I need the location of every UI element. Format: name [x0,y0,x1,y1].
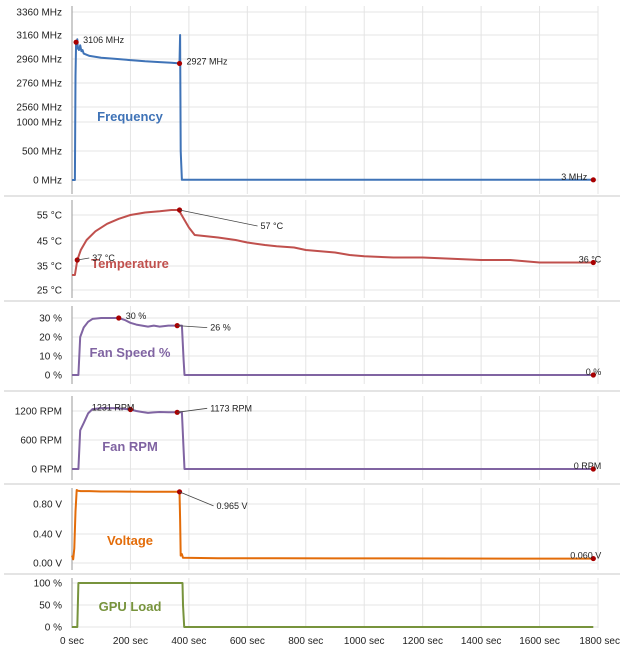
panel-gpu-load: 100 % 50 % 0 % GPU Load [34,578,599,634]
y-tick-label: 600 RPM [20,436,62,447]
annotation-leader [179,209,258,227]
y-tick-label: 30 % [39,314,62,325]
y-tick-label: 1000 MHz [16,118,62,129]
x-tick-label: 800 sec [288,636,323,647]
panel-title: Fan RPM [102,439,158,454]
x-tick-label: 600 sec [230,636,265,647]
series-line [72,34,594,181]
y-tick-label: 25 °C [37,286,62,297]
annotation-label: 1231 RPM [92,403,135,413]
y-tick-label: 20 % [39,333,62,344]
y-tick-label: 0 % [45,623,62,634]
annotation-label: 1173 RPM [210,403,252,413]
x-tick-label: 200 sec [113,636,148,647]
panel-title: Voltage [107,533,153,548]
x-tick-label: 1400 sec [461,636,502,647]
annotation-label: 57 °C [261,221,284,231]
x-tick-label: 1600 sec [519,636,560,647]
annotation-label: 0.060 V [570,551,601,561]
annotation-leader [77,257,90,261]
annotation-leader [177,407,208,413]
annotation-marker [590,372,596,378]
y-tick-label: 35 °C [37,262,62,273]
x-tick-label: 0 sec [60,636,84,647]
annotation-marker [73,39,79,45]
annotation-leader [177,325,208,328]
annotation-label: 0 RPM [574,461,602,471]
panel-title: Frequency [97,109,164,124]
annotation-label: 2927 MHz [187,56,229,66]
annotation-label: 26 % [210,323,231,333]
y-tick-label: 45 °C [37,237,62,248]
series-line [72,209,594,276]
y-tick-label: 50 % [39,601,62,612]
annotation-leader [179,491,214,507]
annotation-marker [590,259,596,266]
annotation-marker [174,409,180,415]
series-line [72,582,594,628]
y-tick-label: 3360 MHz [16,8,62,19]
panel-title: Temperature [91,256,169,271]
annotation-label: 30 % [126,311,147,321]
panel-fan-speed-: 30 % 20 % 10 % 0 % Fan Speed % 30 % 26 % 0 % [4,306,620,392]
y-tick-label: 2760 MHz [16,79,62,90]
panel-fan-rpm: 1200 RPM 600 RPM 0 RPM Fan RPM 1231 RPM 1173 … [4,396,620,485]
annotation-marker [174,323,180,329]
y-tick-label: 0 MHz [33,176,62,187]
y-tick-label: 0.00 V [33,559,62,570]
panel-title: GPU Load [99,599,162,614]
y-tick-label: 1200 RPM [15,407,62,418]
y-tick-label: 0 RPM [31,465,62,476]
y-tick-label: 0.80 V [33,500,62,511]
y-tick-label: 10 % [39,352,62,363]
annotation-marker [127,406,134,413]
y-tick-label: 2560 MHz [16,103,62,114]
annotation-marker [590,466,596,472]
y-tick-label: 0 % [45,371,62,382]
x-axis: 0 sec 200 sec 400 sec 600 sec 800 sec 1000 se… [60,636,620,647]
y-tick-label: 3160 MHz [16,31,62,42]
y-tick-label: 2960 MHz [16,55,62,66]
annotation-label: 0 % [586,367,602,377]
annotation-label: 37 °C [92,253,115,263]
y-tick-label: 0.40 V [33,530,62,541]
annotation-label: 0.965 V [217,501,248,511]
annotation-label: 36 °C [579,255,602,265]
annotation-label: 3 MHz [561,172,588,182]
x-tick-label: 400 sec [171,636,206,647]
y-tick-label: 100 % [34,579,62,590]
y-tick-label: 500 MHz [22,147,62,158]
x-tick-label: 1200 sec [402,636,443,647]
annotation-marker [590,555,596,562]
panel-title: Fan Speed % [90,345,171,360]
panel-voltage: 0.80 V 0.40 V 0.00 V Voltage 0.965 V 0.060 V [4,488,620,575]
annotation-marker [116,315,122,321]
annotation-marker [176,60,183,67]
series-line [72,407,594,470]
x-tick-label: 1000 sec [344,636,385,647]
x-tick-label: 1800 sec [579,636,620,647]
panel-frequency: 3360 MHz 3160 MHz 2960 MHz 2760 MHz 2560 MHz… [4,6,620,197]
y-tick-label: 55 °C [37,211,62,222]
series-line [71,489,594,561]
annotation-label: 3106 MHz [83,35,125,45]
annotation-marker [590,177,596,183]
